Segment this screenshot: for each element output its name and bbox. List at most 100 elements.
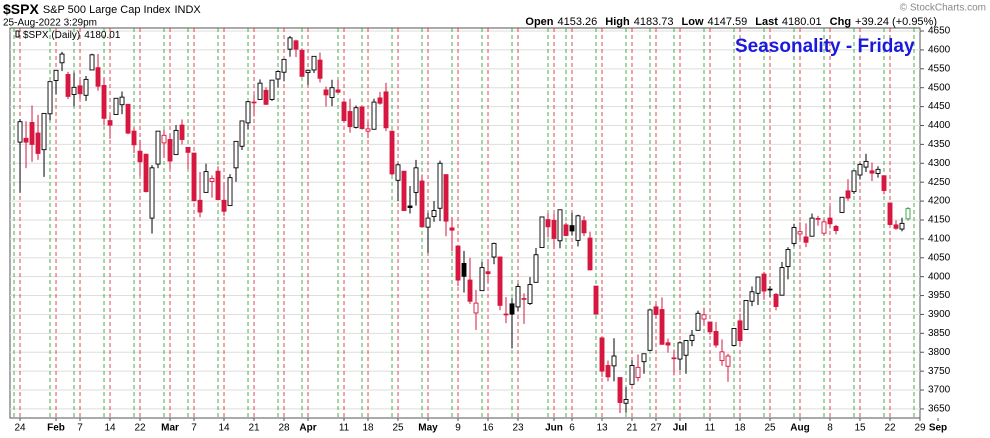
quote-value: 4180.01 [782,16,822,28]
candle: Jun 24 [647,309,653,351]
y-tick-label: 4000 [928,271,951,282]
y-tick-label: 3750 [928,366,951,377]
quote-label: Chg [830,16,851,28]
candle-body [317,59,323,79]
candle: Jun 8 [581,216,587,237]
candle: Apr 18 [365,121,371,138]
legend-name: $SPX (Daily) [23,30,80,41]
candle: Mar 24 [269,79,275,101]
x-tick-label: 11 [705,423,716,434]
x-tick-label: May [418,423,438,434]
candle-body [263,89,269,105]
candle: Mar 14 [221,182,227,216]
candle-body [383,91,389,129]
quote-label: High [605,16,630,28]
candle: Mar 29 [287,35,293,57]
candle-body [179,124,185,140]
candle: Aug 4 [815,215,821,226]
candle: Jan 28 [41,112,47,177]
candle-body [857,163,863,176]
y-tick-label: 4650 [928,26,951,37]
candle-body [167,139,173,162]
candle-body [185,146,191,153]
candle-body [695,312,701,331]
candle: Jun 15 [611,338,617,382]
candle: Jun 9 [587,231,593,271]
candle: Feb 16 [119,91,125,115]
candle: May 18 [497,256,503,311]
candle: Apr 27 [407,185,413,214]
candle: Mar 28 [281,58,287,82]
quote-value: 4147.59 [708,16,748,28]
candle-body [875,168,881,174]
candle-body [899,222,905,230]
candle-body [23,137,29,143]
y-tick-label: 4550 [928,63,951,74]
candle: Jun 29 [665,338,671,353]
candle-body [599,337,605,372]
y-tick-label: 3950 [928,290,951,301]
candle: Apr 20 [377,91,383,105]
candle-body [365,128,371,132]
candle-body [509,303,515,315]
candle: May 24 [521,293,527,324]
candle: Jul 5 [683,340,689,374]
quote-line: Open 4153.26 High 4183.73 Low 4147.59 Last 4180… [525,16,937,28]
candle-body [329,87,335,98]
candle-body [725,355,731,367]
candle-body [887,202,893,225]
candle-body [851,170,857,193]
candle-body [437,162,443,209]
candle-body [215,170,221,201]
y-tick-label: 4100 [928,234,951,245]
candle-body [545,219,551,228]
candle-body [521,298,527,300]
candle: Aug 9 [833,224,839,235]
candle: Mar 18 [245,100,251,130]
candle-body [749,291,755,302]
candle-body [407,205,413,208]
legend: $SPX (Daily) 4180.01 [23,30,121,41]
legend-value: 4180.01 [84,30,121,41]
candle: Jun 2 [557,209,563,249]
x-tick-label: 14 [104,423,116,434]
candle: Aug 24 [899,217,905,232]
candle-body [467,279,473,302]
candle-body [737,320,743,341]
candle-body [353,107,359,128]
candle-body [557,209,563,242]
x-tick-label: 11 [339,423,350,434]
candle: Aug 15 [857,162,863,180]
x-tick-label: 25 [392,423,404,434]
candle: Jun 23 [641,353,647,374]
candle: May 3 [431,201,437,222]
candle: May 10 [461,250,467,293]
candle-body [503,313,509,316]
candle: Jun 14 [605,360,611,382]
candle: Jul 28 [785,247,791,280]
candle-body [95,67,101,87]
candle: Jul 14 [725,353,731,382]
y-tick-label: 3850 [928,328,951,339]
candle-body [689,334,695,341]
quote-label: Open [525,16,553,28]
candle: Apr 11 [341,101,347,123]
candle: Feb 15 [113,97,119,115]
candle: Feb 10 [95,54,101,91]
candle-body [479,267,485,292]
y-tick-label: 4450 [928,101,951,112]
candle: Aug 10 [839,196,845,213]
candle-body [719,351,725,362]
symbol: $SPX [3,1,39,17]
candle: Jul 15 [731,327,737,346]
x-tick-label: 8 [827,423,833,434]
y-tick-label: 3800 [928,347,951,358]
candle-body [113,97,119,115]
x-tick-label: 18 [734,423,746,434]
candle-body [401,170,407,211]
candle-body [29,122,35,145]
x-tick-label: 27 [650,423,662,434]
candle: May 25 [527,277,533,306]
candle-body [449,227,455,231]
candle-body [41,112,47,151]
